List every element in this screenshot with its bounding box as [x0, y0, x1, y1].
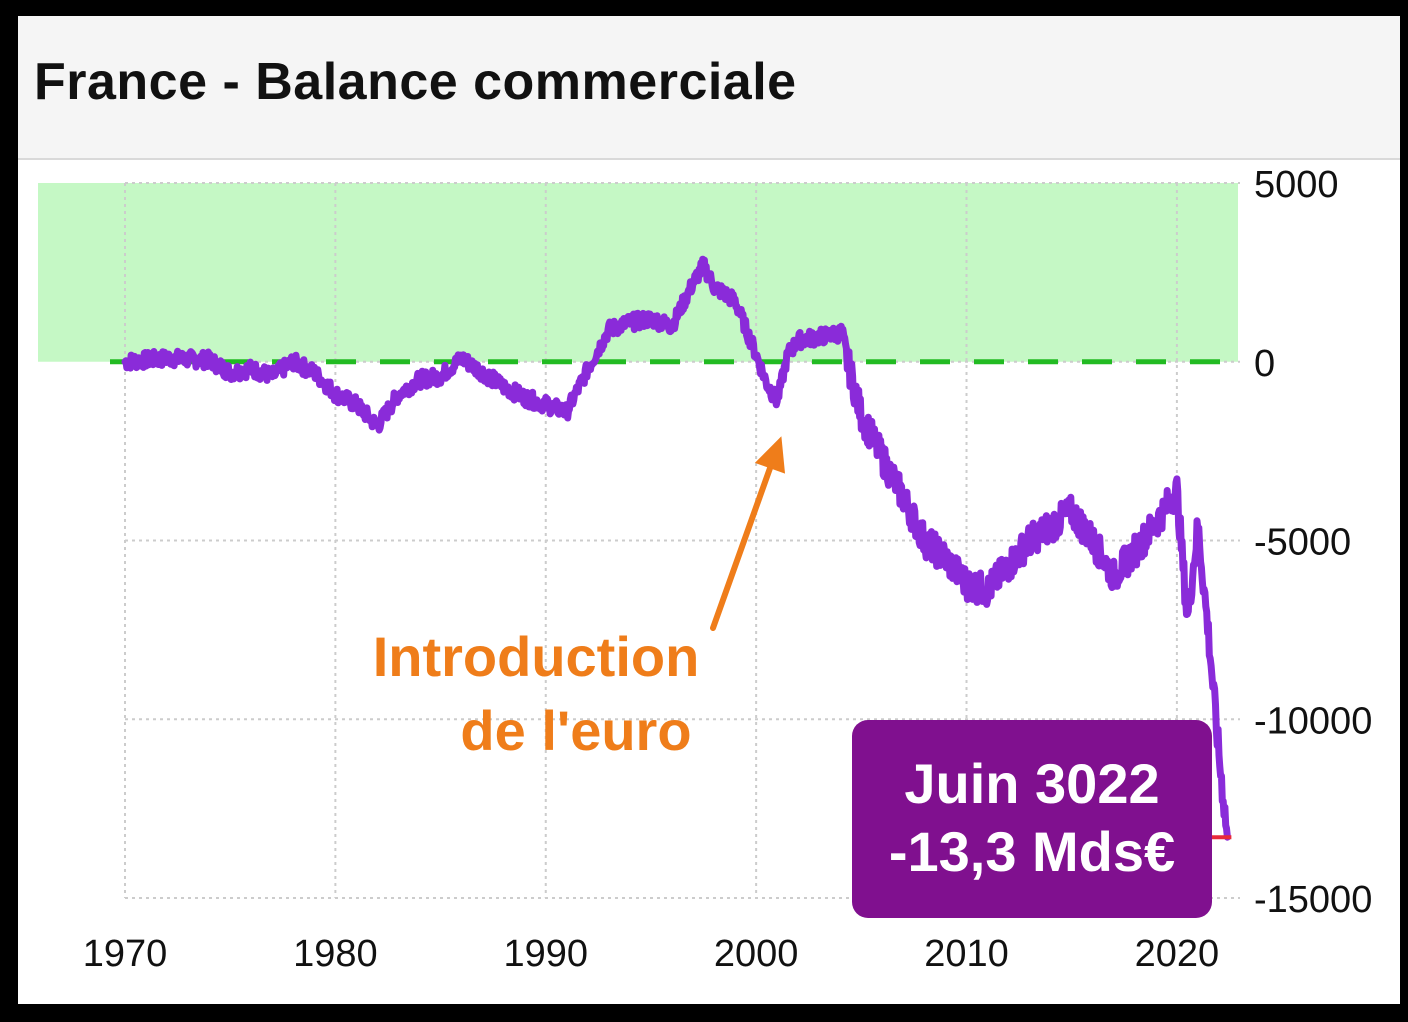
y-tick-label: -10000 [1254, 700, 1372, 742]
x-axis-ticks: 1970 1980 1990 2000 2010 2020 [83, 933, 1219, 975]
chart-title: France - Balance commerciale [34, 53, 797, 111]
positive-highlight-band [38, 183, 1238, 362]
y-tick-label: -15000 [1254, 879, 1372, 921]
x-tick-label: 2000 [714, 933, 799, 975]
callout-value: -13,3 Mds€ [888, 820, 1176, 883]
x-tick-label: 1980 [293, 933, 378, 975]
trade-balance-series-line [121, 255, 1231, 841]
x-tick-label: 1990 [503, 933, 588, 975]
x-tick-label: 2020 [1135, 933, 1220, 975]
euro-annotation-arrowhead [754, 436, 786, 474]
y-tick-label: 0 [1254, 343, 1275, 385]
y-tick-label: -5000 [1254, 522, 1351, 564]
line-chart: 5000 0 -5000 -10000 -15000 1970 1980 1990 2000 2… [38, 164, 1372, 975]
euro-annotation-arrow [710, 465, 773, 631]
y-tick-label: 5000 [1254, 164, 1339, 206]
chart-grid [124, 182, 1240, 899]
y-axis-ticks: 5000 0 -5000 -10000 -15000 [1254, 164, 1372, 921]
callout-date: Juin 3022 [904, 752, 1160, 815]
x-tick-label: 2010 [924, 933, 1009, 975]
chart-frame: France - Balance commerciale 5000 0 -5000 -… [18, 16, 1400, 1004]
euro-annotation-line-1: Introduction [373, 625, 700, 688]
x-tick-label: 1970 [83, 933, 168, 975]
euro-annotation-line-2: de l'euro [460, 699, 691, 762]
latest-value-callout: Juin 3022 -13,3 Mds€ [852, 720, 1212, 918]
chart-header: France - Balance commerciale [18, 16, 1400, 160]
